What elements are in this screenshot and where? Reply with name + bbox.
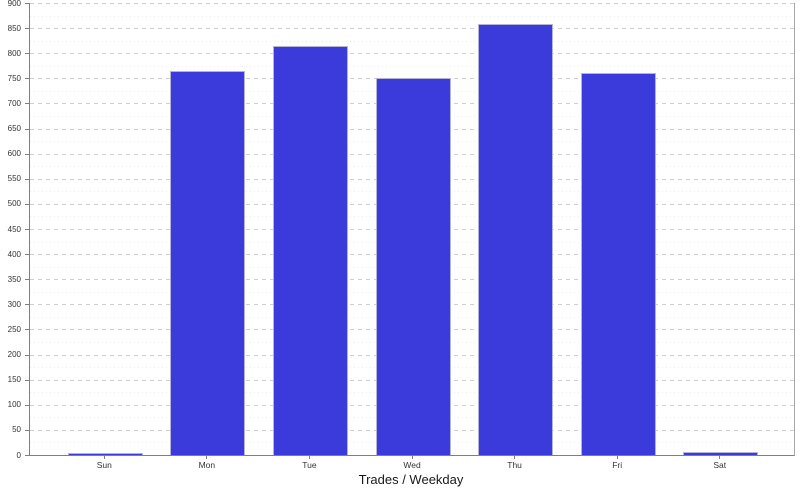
bar-series <box>30 3 794 455</box>
y-tick-mark <box>25 229 29 230</box>
gridline-900 <box>30 3 794 4</box>
minor-gridline <box>30 15 794 17</box>
x-tick-label-thu: Thu <box>507 460 522 470</box>
y-tick-label-550: 550 <box>7 174 21 184</box>
minor-gridline <box>30 40 794 42</box>
x-slot-fri: Fri <box>566 456 669 474</box>
y-tick-mark <box>25 153 29 155</box>
chart-title: Trades / Weekday <box>358 472 464 487</box>
y-tick-label-400: 400 <box>7 249 21 259</box>
y-tick-mark <box>25 404 29 406</box>
x-slot-thu: Thu <box>463 456 566 474</box>
bar-tue <box>272 46 348 455</box>
y-tick-mark <box>25 78 29 80</box>
y-tick-label-100: 100 <box>7 400 21 410</box>
y-tick-mark <box>25 53 29 55</box>
y-tick-label-200: 200 <box>7 350 21 360</box>
x-tick-label-fri: Fri <box>612 460 623 470</box>
x-slot-wed: Wed <box>361 456 464 474</box>
minor-gridline <box>30 65 794 67</box>
y-tick-mark <box>25 304 29 306</box>
y-tick-label-800: 800 <box>7 48 21 58</box>
y-tick-mark <box>25 178 29 180</box>
y-axis: 900 850 800 750 700 650 600 550 500 450 400 350 300 2… <box>0 0 29 459</box>
y-tick-label-500: 500 <box>7 199 21 209</box>
x-tick-mark <box>411 456 413 459</box>
x-tick-label-wed: Wed <box>403 460 421 470</box>
bar-slot-sun <box>54 3 157 455</box>
y-tick-mark <box>25 455 29 456</box>
y-tick-label-650: 650 <box>7 124 21 134</box>
y-tick-mark <box>25 203 29 205</box>
y-tick-mark <box>25 329 29 331</box>
x-tick-mark <box>616 456 618 459</box>
plot-area <box>29 3 795 456</box>
bar-fri <box>580 73 656 455</box>
y-tick-label-50: 50 <box>12 425 21 435</box>
y-tick-mark <box>25 354 29 356</box>
x-tick-mark <box>103 456 105 459</box>
y-tick-label-600: 600 <box>7 149 21 159</box>
bar-slot-mon <box>157 3 260 455</box>
x-slot-mon: Mon <box>156 456 259 474</box>
bar-mon <box>170 71 246 455</box>
y-tick-label-900: 900 <box>7 0 21 8</box>
y-tick-mark <box>25 128 29 130</box>
y-tick-label-350: 350 <box>7 274 21 284</box>
x-tick-label-sun: Sun <box>96 460 112 470</box>
y-tick-mark <box>25 28 29 30</box>
x-slot-sat: Sat <box>668 456 771 474</box>
bar-slot-tue <box>259 3 362 455</box>
y-tick-mark <box>25 103 29 105</box>
x-tick-label-mon: Mon <box>198 460 216 470</box>
bar-slot-fri <box>567 3 670 455</box>
bar-slot-sat <box>669 3 772 455</box>
x-tick-mark <box>514 456 516 459</box>
x-tick-mark <box>308 456 310 459</box>
bar-slot-thu <box>464 3 567 455</box>
y-tick-label-450: 450 <box>7 224 21 234</box>
gridline-850 <box>30 28 794 30</box>
x-tick-mark <box>719 456 721 459</box>
gridline-800 <box>30 53 794 55</box>
y-tick-label-750: 750 <box>7 73 21 83</box>
y-tick-label-250: 250 <box>7 324 21 334</box>
x-tick-label-tue: Tue <box>302 460 317 470</box>
x-slot-sun: Sun <box>53 456 156 474</box>
x-slot-tue: Tue <box>258 456 361 474</box>
x-axis: Sun Mon Tue Wed Thu Fri Sat <box>29 456 793 474</box>
y-tick-label-150: 150 <box>7 375 21 385</box>
bar-wed <box>375 78 451 455</box>
bar-thu <box>478 24 554 455</box>
x-tick-mark <box>206 456 208 459</box>
y-tick-label-700: 700 <box>7 98 21 108</box>
y-tick-label-300: 300 <box>7 299 21 309</box>
y-tick-mark <box>25 379 29 381</box>
y-tick-label-0: 0 <box>16 450 21 460</box>
y-tick-mark <box>25 254 29 256</box>
y-tick-mark <box>25 3 29 4</box>
bar-slot-wed <box>362 3 465 455</box>
y-tick-mark <box>25 279 29 281</box>
y-tick-label-850: 850 <box>7 23 21 33</box>
bar-sun <box>67 453 143 455</box>
bar-sat <box>683 452 759 455</box>
x-tick-label-sat: Sat <box>713 460 727 470</box>
y-tick-mark <box>25 429 29 431</box>
